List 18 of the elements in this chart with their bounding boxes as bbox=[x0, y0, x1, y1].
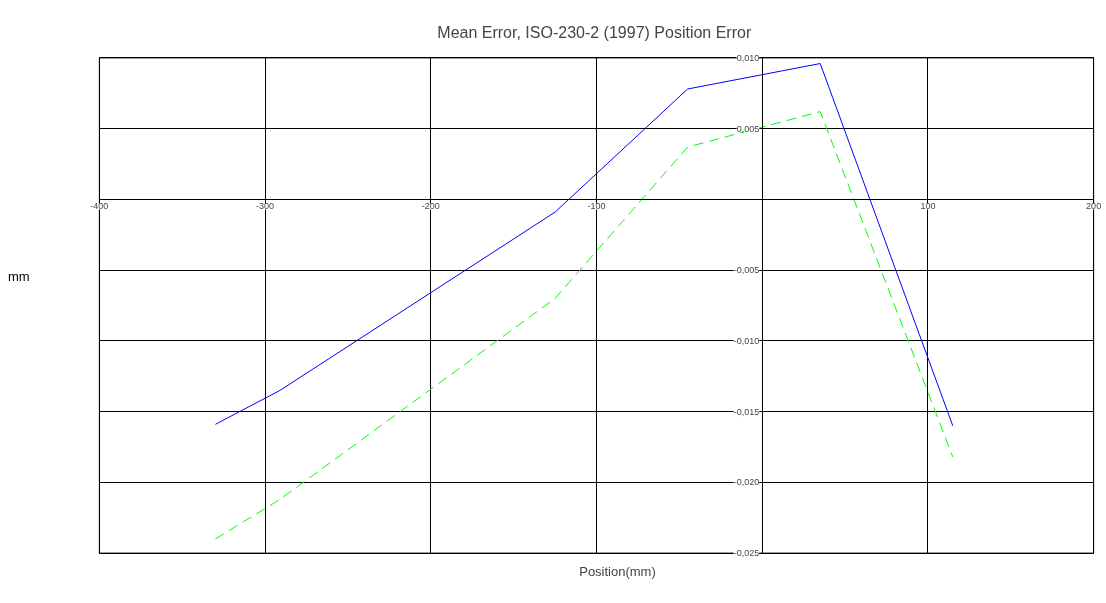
x-tick-label: -300 bbox=[256, 201, 275, 212]
y-tick-label: 0,010 bbox=[736, 52, 760, 63]
line-series bbox=[214, 111, 954, 540]
y-tick-label: -0,005 bbox=[733, 265, 760, 276]
line-series bbox=[214, 63, 954, 427]
x-tick-label: -200 bbox=[421, 201, 440, 212]
y-tick-label: -0,010 bbox=[733, 335, 760, 346]
y-tick-label: -0,020 bbox=[733, 477, 760, 488]
y-tick-label: -0,025 bbox=[733, 548, 760, 559]
y-axis-title: mm bbox=[8, 268, 30, 286]
x-axis-title: Position(mm) bbox=[579, 563, 656, 579]
x-tick-label: -400 bbox=[90, 201, 109, 212]
chart-title: Mean Error, ISO-230-2 (1997) Position Error bbox=[437, 23, 752, 41]
y-tick-label: -0,015 bbox=[733, 406, 760, 417]
y-tick-label: 0,005 bbox=[736, 123, 760, 134]
x-tick-label: 100 bbox=[920, 201, 936, 212]
x-tick-label: 200 bbox=[1086, 201, 1102, 212]
x-tick-label: -100 bbox=[587, 201, 606, 212]
